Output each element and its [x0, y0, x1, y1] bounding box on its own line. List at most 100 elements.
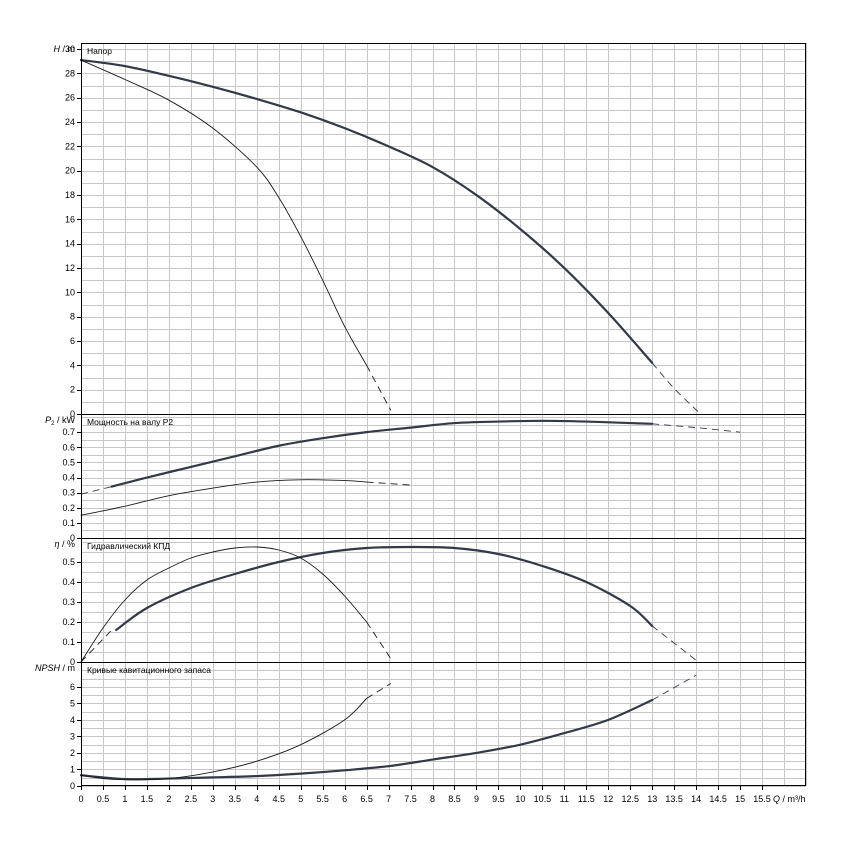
- x-tick-label: 5.5: [316, 794, 329, 804]
- y-tick-label: 0.7: [62, 427, 75, 437]
- curve-dashed: [652, 423, 741, 433]
- y-tick-label: 6: [70, 336, 75, 346]
- curve-solid: [80, 479, 368, 516]
- y-tick-label: 26: [65, 93, 75, 103]
- x-tick-label: 15.5: [753, 794, 771, 804]
- curve-solid: [110, 419, 654, 488]
- y-tick-label: 0: [70, 533, 75, 543]
- curve-dashed: [366, 365, 392, 411]
- y-tick-label: 0.6: [62, 442, 75, 452]
- y-tick-label: 0.1: [62, 637, 75, 647]
- y-tick-label: 22: [65, 141, 75, 151]
- y-tick-label: 0.3: [62, 597, 75, 607]
- x-tick-label: 2.5: [185, 794, 198, 804]
- x-tick-label: 14: [691, 794, 701, 804]
- x-tick-label: 6: [342, 794, 347, 804]
- x-tick-label: 3.5: [229, 794, 242, 804]
- x-tick-label: 1.5: [141, 794, 154, 804]
- curve-dashed: [366, 481, 411, 486]
- curve-solid: [80, 546, 368, 663]
- x-tick-label: 4: [254, 794, 259, 804]
- y-tick-label: 24: [65, 117, 75, 127]
- curve-solid: [115, 545, 654, 632]
- y-tick-label: 0: [70, 409, 75, 419]
- y-tick-label: 0.4: [62, 577, 75, 587]
- x-tick-label: 6.5: [360, 794, 373, 804]
- y-tick-label: 16: [65, 214, 75, 224]
- x-tick-label: 12.5: [621, 794, 639, 804]
- y-tick-label: 1: [70, 764, 75, 774]
- curve-layer: [79, 58, 741, 781]
- x-tick-label: 9: [474, 794, 479, 804]
- x-tick-label: 5: [298, 794, 303, 804]
- y-axis-label: η / %: [54, 539, 75, 549]
- y-tick-label: 20: [65, 166, 75, 176]
- y-tick-label: 6: [70, 682, 75, 692]
- y-tick-label: 0.3: [62, 488, 75, 498]
- curve-dashed: [80, 486, 112, 495]
- y-tick-label: 0.4: [62, 473, 75, 483]
- curve-solid: [79, 698, 654, 781]
- x-tick-label: 0: [78, 794, 83, 804]
- x-tick-label: 2: [166, 794, 171, 804]
- y-tick-label: 0.5: [62, 457, 75, 467]
- y-tick-label: 2: [70, 385, 75, 395]
- curve-solid: [80, 697, 368, 781]
- curve-dashed: [651, 625, 699, 663]
- y-tick-label: 18: [65, 190, 75, 200]
- frame-layer: [77, 43, 806, 790]
- x-tick-label: 9.5: [492, 794, 505, 804]
- curve-solid: [80, 59, 368, 366]
- y-axis-label: NPSH / m: [35, 663, 75, 673]
- x-tick-label: 14.5: [709, 794, 727, 804]
- x-tick-label: 1: [122, 794, 127, 804]
- y-tick-label: 28: [65, 68, 75, 78]
- panel-title: Мощность на валу P2: [87, 417, 173, 427]
- curve-dashed: [651, 674, 697, 701]
- x-tick-label: 12: [603, 794, 613, 804]
- y-axis-label: H / m: [54, 44, 76, 54]
- y-tick-label: 4: [70, 715, 75, 725]
- curve-dashed: [366, 683, 392, 699]
- x-tick-label: 13.5: [665, 794, 683, 804]
- x-tick-label: 10.5: [534, 794, 552, 804]
- curve-dashed: [80, 629, 113, 663]
- x-tick-label: 4.5: [272, 794, 285, 804]
- y-tick-label: 8: [70, 312, 75, 322]
- y-tick-label: 14: [65, 239, 75, 249]
- y-tick-label: 0.2: [62, 503, 75, 513]
- x-tick-label: 11: [560, 794, 569, 804]
- y-tick-label: 3: [70, 731, 75, 741]
- y-tick-label: 10: [65, 287, 75, 297]
- y-tick-label: 12: [65, 263, 75, 273]
- y-tick-label: 30: [65, 44, 75, 54]
- panel-title: Напор: [87, 46, 112, 56]
- x-tick-label: 10: [515, 794, 525, 804]
- y-tick-label: 0: [70, 657, 75, 667]
- y-tick-label: 5: [70, 698, 75, 708]
- x-tick-label: 7: [386, 794, 391, 804]
- plot-frame: [81, 43, 806, 786]
- y-tick-label: 2: [70, 748, 75, 758]
- y-tick-label: 0.1: [62, 518, 75, 528]
- curve-solid: [79, 58, 654, 365]
- x-axis-label: Q / m³/h: [773, 794, 806, 804]
- x-tick-label: 7.5: [404, 794, 417, 804]
- curve-dashed: [366, 621, 394, 663]
- y-tick-label: 0.5: [62, 557, 75, 567]
- panel-title: Гидравлический КПД: [87, 541, 170, 551]
- y-axis-label: P2 / kW: [45, 415, 75, 427]
- y-tick-label: 0: [70, 781, 75, 791]
- x-tick-label: 13: [647, 794, 657, 804]
- x-tick-label: 15: [735, 794, 745, 804]
- x-tick-label: 0.5: [97, 794, 110, 804]
- x-tick-label: 3: [210, 794, 215, 804]
- curve-dashed: [651, 362, 701, 415]
- y-tick-label: 4: [70, 360, 75, 370]
- x-tick-label: 11.5: [578, 794, 595, 804]
- x-tick-label: 8: [430, 794, 435, 804]
- y-tick-label: 0.2: [62, 617, 75, 627]
- panel-title: Кривые кавитационного запаса: [87, 665, 211, 675]
- x-tick-label: 8.5: [448, 794, 461, 804]
